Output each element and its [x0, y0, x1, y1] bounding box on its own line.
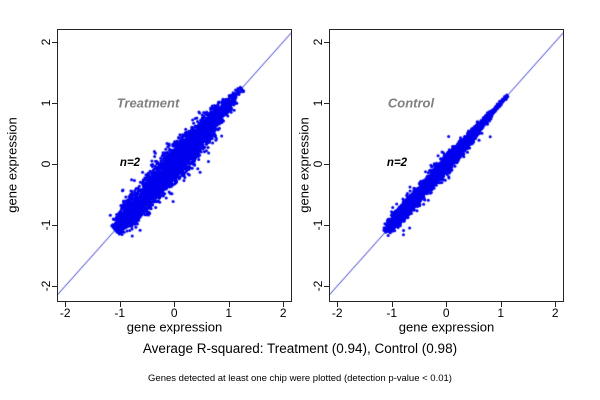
x-tick-mark [174, 302, 176, 307]
control-scatter-canvas [329, 29, 564, 302]
x-tick-mark [283, 302, 285, 307]
y-tick-mark [52, 286, 57, 288]
x-tick-label: -1 [386, 306, 398, 320]
detection-footnote: Genes detected at least one chip were pl… [148, 373, 452, 384]
y-tick-mark [324, 225, 329, 227]
x-tick-label: 1 [225, 306, 233, 320]
y-tick-mark [52, 163, 57, 165]
y-tick-label: 1 [311, 99, 325, 107]
r-squared-caption: Average R-squared: Treatment (0.94), Con… [142, 341, 458, 356]
treatment-scatter-canvas [57, 29, 292, 302]
y-tick-label: -1 [311, 219, 325, 231]
y-tick-label: -2 [311, 280, 325, 292]
x-tick-label: 0 [442, 306, 450, 320]
control-panel-label: Control [387, 95, 435, 111]
control-y-axis-title: gene expression [296, 117, 312, 213]
y-tick-mark [324, 102, 329, 104]
treatment-panel: Treatment n=2 gene expression gene expre… [5, 29, 292, 335]
y-tick-mark [52, 225, 57, 227]
y-tick-label: 2 [311, 38, 325, 46]
x-tick-label: 1 [497, 306, 505, 320]
y-tick-mark [52, 102, 57, 104]
y-tick-label: 0 [39, 160, 53, 168]
x-tick-mark [228, 302, 230, 307]
x-tick-label: -1 [114, 306, 126, 320]
control-panel: Control n=2 gene expression gene express… [297, 29, 564, 335]
treatment-y-axis-title: gene expression [4, 117, 20, 213]
x-tick-mark [446, 302, 448, 307]
y-tick-mark [52, 41, 57, 43]
y-tick-mark [324, 286, 329, 288]
y-tick-label: -1 [39, 219, 53, 231]
x-tick-label: 2 [279, 306, 287, 320]
x-tick-mark [555, 302, 557, 307]
x-tick-mark [337, 302, 339, 307]
treatment-panel-label: Treatment [116, 95, 180, 111]
y-tick-mark [324, 41, 329, 43]
x-tick-label: -2 [59, 306, 71, 320]
x-tick-label: 0 [170, 306, 178, 320]
x-tick-label: 2 [551, 306, 559, 320]
x-tick-mark [500, 302, 502, 307]
x-tick-mark [119, 302, 121, 307]
y-tick-label: 2 [39, 38, 53, 46]
control-n-annotation: n=2 [386, 157, 408, 169]
y-tick-label: -2 [39, 280, 53, 292]
y-tick-label: 0 [311, 160, 325, 168]
x-tick-mark [65, 302, 67, 307]
y-tick-mark [324, 163, 329, 165]
control-x-axis-title: gene expression [398, 319, 495, 335]
y-tick-label: 1 [39, 99, 53, 107]
treatment-n-annotation: n=2 [119, 157, 141, 169]
x-tick-label: -2 [331, 306, 343, 320]
treatment-x-axis-title: gene expression [126, 319, 223, 335]
x-tick-mark [391, 302, 393, 307]
